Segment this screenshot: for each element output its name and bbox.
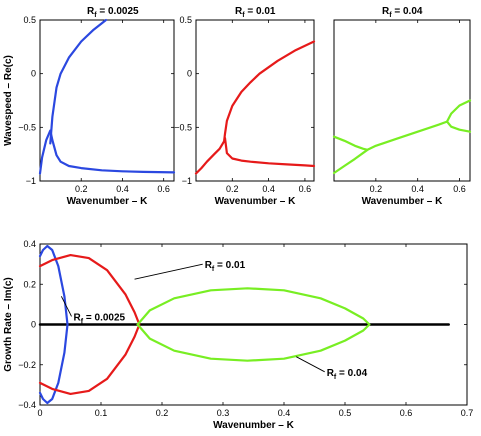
panel-title: Rf = 0.0025 [87, 6, 139, 19]
y-tick-label: 0.4 [23, 239, 36, 249]
series-line [38, 244, 69, 405]
x-axis-label: Wavenumber – K [213, 420, 295, 431]
panel-title: Rf = 0.01 [235, 6, 276, 19]
annotation-leader [60, 296, 72, 317]
y-tick-label: 0.5 [23, 15, 36, 25]
annotation-label: Rf = 0.04 [327, 368, 368, 381]
x-tick-label: 0.2 [75, 184, 88, 194]
series-line [38, 254, 141, 395]
plot-rf-004: 0.2 0.4 0.6 Wavenumber – K Rf = 0.04 [332, 6, 472, 207]
y-tick-label: 0.5 [179, 15, 192, 25]
y-axis-label: Wavespeed – Re(c) [3, 55, 14, 146]
series-line [49, 18, 108, 145]
annotation-label: Rf = 0.01 [205, 260, 246, 273]
series-line [136, 287, 371, 362]
y-tick-label: 0 [187, 69, 192, 79]
x-tick-label: 0.5 [339, 408, 352, 418]
x-axis-label: Wavenumber – K [362, 196, 444, 207]
plot-rf-001: 0.2 0.4 0.6 −1 −0.5 0 0.5 Wavenumber – K Rf = 0.… [174, 6, 316, 207]
x-tick-label: 0.1 [95, 408, 108, 418]
x-tick-label: 0.6 [400, 408, 413, 418]
x-tick-label: 0.2 [226, 184, 239, 194]
x-axis-label: Wavenumber – K [215, 196, 297, 207]
series-line [38, 129, 176, 175]
x-tick-label: 0.7 [461, 408, 474, 418]
y-tick-label: −0.5 [18, 122, 36, 132]
x-tick-label: 0.6 [157, 184, 170, 194]
panel-title: Rf = 0.04 [382, 6, 423, 19]
annotation-leader [134, 263, 203, 280]
x-axis-label: Wavenumber – K [67, 196, 149, 207]
x-tick-label: 0.6 [299, 184, 312, 194]
plot-rf-0025: 0.2 0.4 0.6 −1 −0.5 0 0.5 Wavenumber – K Wavespe… [3, 6, 176, 207]
series-line [332, 99, 472, 151]
y-tick-label: −0.2 [18, 360, 36, 370]
series-line [445, 120, 472, 133]
y-tick-label: −1 [182, 176, 192, 186]
series-line [332, 148, 369, 175]
axes-frame [39, 19, 175, 182]
x-tick-label: 0.2 [156, 408, 169, 418]
x-tick-label: 0.4 [278, 408, 291, 418]
axes-frame [333, 19, 471, 182]
x-tick-label: 0.3 [217, 408, 230, 418]
x-tick-label: 0.2 [370, 184, 383, 194]
annotation-label: Rf = 0.0025 [74, 312, 126, 325]
x-tick-label: 0.6 [453, 184, 466, 194]
plot-growth-rate: 0 0.1 0.2 0.3 0.4 0.5 0.6 0.7 −0.4 −0.2 0 0.2 0.4 Wav… [3, 239, 473, 431]
y-tick-label: 0 [31, 69, 36, 79]
series-line [223, 137, 316, 168]
y-tick-label: 0 [31, 320, 36, 330]
y-tick-label: −0.5 [174, 122, 192, 132]
annotation-leader [295, 356, 325, 373]
x-tick-label: 0 [37, 408, 42, 418]
y-axis-label: Growth Rate – Im(c) [3, 277, 14, 371]
y-tick-label: 0.2 [23, 279, 36, 289]
axes-frame [195, 19, 315, 182]
x-tick-label: 0.4 [116, 184, 129, 194]
y-tick-label: −0.4 [18, 400, 36, 410]
y-tick-label: −1 [26, 176, 36, 186]
x-tick-label: 0.4 [411, 184, 424, 194]
series-line [194, 40, 316, 175]
x-tick-label: 0.4 [262, 184, 275, 194]
